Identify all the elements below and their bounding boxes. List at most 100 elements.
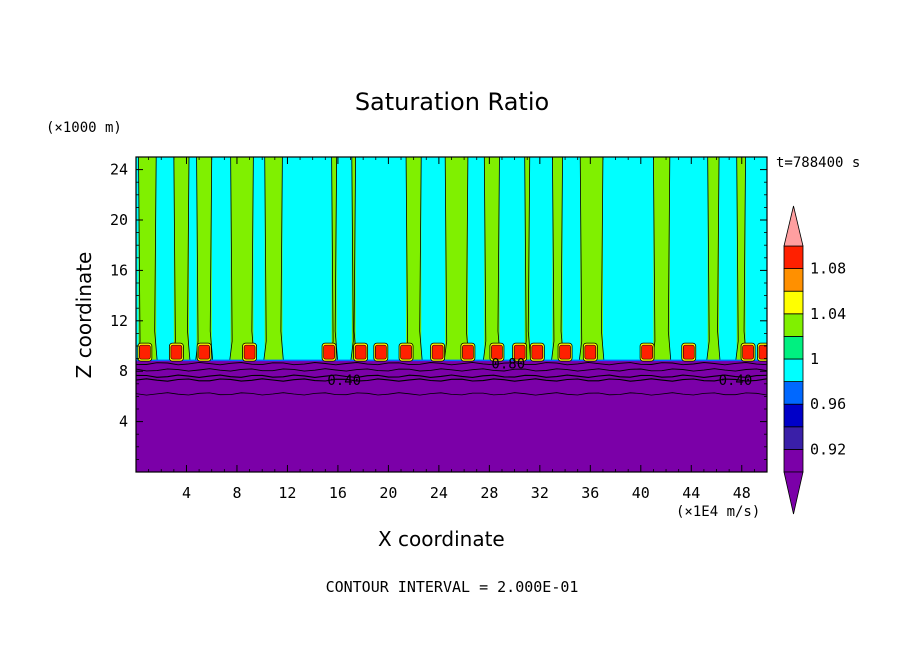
contour-interval-footer: CONTOUR INTERVAL = 2.000E-01	[325, 578, 579, 596]
x-tick-label: 12	[278, 484, 296, 502]
colorbar-max-arrow	[783, 205, 804, 247]
supersaturated-column	[138, 157, 157, 362]
supersaturated-column	[653, 157, 670, 362]
y-tick-label: 8	[119, 362, 128, 380]
y-tick-label: 16	[110, 261, 128, 279]
dry-lower-layer	[136, 361, 767, 472]
cloud-cap	[170, 344, 183, 360]
x-tick-label: 24	[430, 484, 448, 502]
x-tick-label: 36	[581, 484, 599, 502]
contour-line	[280, 157, 284, 362]
supersaturated-column	[173, 157, 190, 362]
supersaturated-column	[230, 157, 254, 362]
y-tick-label: 20	[110, 211, 128, 229]
contour-line	[229, 157, 233, 362]
colorbar-label: 0.92	[810, 440, 846, 458]
supersaturated-column	[264, 157, 283, 362]
contour-line	[482, 157, 487, 362]
cloud-cap	[641, 344, 653, 360]
contour-line	[551, 157, 555, 362]
cloud-cap	[682, 344, 695, 360]
colorbar-swatch	[783, 358, 804, 383]
y-tick-label: 24	[110, 161, 128, 179]
chart-title: Saturation Ratio	[354, 88, 550, 116]
x-axis-unit: (×1E4 m/s)	[676, 504, 761, 520]
contour-line	[187, 157, 191, 362]
cloud-cap	[431, 344, 444, 360]
cloud-cap	[491, 344, 503, 360]
cloud-cap	[758, 344, 767, 360]
colorbar-swatch	[783, 403, 804, 428]
x-tick-label: 8	[232, 484, 241, 502]
cloud-cap	[462, 344, 474, 360]
cloud-cap	[139, 344, 151, 360]
contour-label: 0.40	[327, 373, 361, 389]
contour-line	[136, 368, 767, 372]
time-label: t=788400 s	[776, 155, 861, 171]
colorbar-label: 1.08	[810, 260, 846, 278]
cloud-cap	[400, 344, 412, 360]
y-tick-label: 12	[110, 312, 128, 330]
x-tick-label: 48	[733, 484, 751, 502]
contour-labels: 0.40 0.80 0.40	[327, 357, 752, 389]
colorbar-swatch	[783, 290, 804, 315]
supersaturated-column	[351, 157, 356, 362]
colorbar-swatch	[783, 335, 804, 360]
cloud-cap	[323, 344, 335, 360]
supersaturated-column	[406, 157, 422, 362]
contour-line	[706, 157, 710, 362]
x-tick-label: 4	[182, 484, 191, 502]
cloud-cap	[354, 344, 367, 360]
colorbar-swatch	[783, 245, 804, 270]
contour-line	[350, 157, 354, 362]
contour-line	[263, 157, 267, 362]
contour-label: 0.40	[719, 373, 753, 389]
cloud-cap	[531, 344, 544, 360]
contour-line	[527, 157, 532, 362]
cloud-cap	[513, 344, 526, 360]
contour-line	[601, 157, 605, 362]
supersaturated-column	[580, 157, 603, 362]
supersaturated-column	[736, 157, 746, 362]
x-axis-label: X coordinate	[378, 527, 505, 551]
contour-line	[717, 157, 721, 362]
colorbar-label: 1.04	[810, 305, 846, 323]
z-axis-unit: (×1000 m)	[46, 120, 122, 136]
transition-band	[136, 359, 767, 362]
supersaturated-column	[331, 157, 337, 362]
contour-line	[136, 374, 767, 378]
contour-line	[334, 157, 339, 362]
colorbar-swatch	[783, 313, 804, 337]
supersaturated-column	[552, 157, 563, 362]
cloud-cap	[584, 344, 597, 360]
cloud-cap	[559, 344, 571, 360]
colorbar-swatch	[783, 381, 804, 405]
cloud-cap	[375, 344, 387, 360]
x-tick-label: 20	[379, 484, 397, 502]
supersaturated-column	[524, 157, 530, 362]
contour-line	[195, 157, 199, 362]
colorbar-label: 0.96	[810, 395, 846, 413]
colorbar: 0.92 0.96 1 1.04 1.08	[783, 205, 846, 515]
supersaturated-column	[196, 157, 212, 362]
contour-line	[154, 157, 158, 362]
cloud-cap	[198, 344, 210, 360]
x-tick-label: 40	[632, 484, 650, 502]
contour-line	[136, 361, 767, 366]
supersaturated-column	[707, 157, 720, 362]
x-axis: 4 8 12 16 20 24 28 32 36 40 44 48	[148, 157, 755, 502]
contour-line	[667, 157, 672, 362]
cloud-cap	[243, 344, 256, 360]
supersaturated-column	[484, 157, 500, 362]
colorbar-min-arrow	[783, 471, 804, 515]
x-tick-label: 32	[531, 484, 549, 502]
supersaturated-column	[445, 157, 468, 362]
contour-label: 0.80	[491, 357, 525, 373]
contour-line	[136, 378, 767, 382]
contour-line	[578, 157, 583, 362]
contour-line	[209, 157, 214, 362]
y-tick-label: 4	[119, 413, 128, 431]
contour-line	[136, 392, 767, 396]
x-tick-label: 28	[480, 484, 498, 502]
